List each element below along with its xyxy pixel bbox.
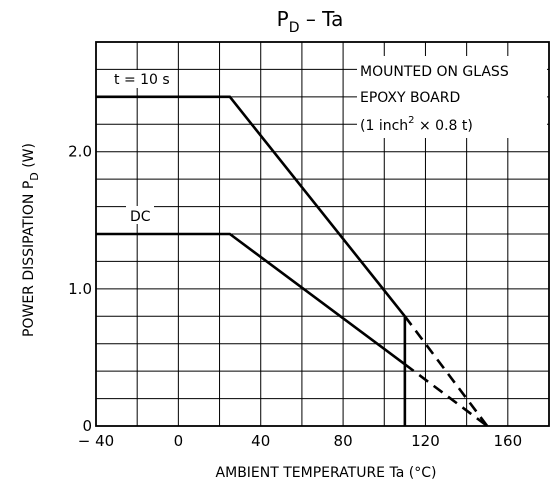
y-tick-label: 1.0: [68, 280, 92, 298]
x-tick-label: 0: [174, 432, 184, 450]
x-axis-label: AMBIENT TEMPERATURE Ta (°C): [216, 465, 437, 481]
x-tick-label: 120: [411, 432, 440, 450]
annotation-line-3: (1 inch2 × 0.8 t): [360, 115, 473, 134]
y-tick-label: 0: [82, 417, 92, 435]
series-label-bg-10s: [110, 70, 174, 88]
derating-extension-dc: [404, 363, 489, 428]
annotation-line-2: EPOXY BOARD: [360, 90, 460, 106]
x-tick-label: 80: [334, 432, 353, 450]
derating-extension-10s: [403, 315, 489, 427]
x-tick-label: 160: [493, 432, 522, 450]
annotation-line-1: MOUNTED ON GLASS: [360, 64, 509, 80]
y-tick-label: 2.0: [68, 143, 92, 161]
y-axis-label: POWER DISSIPATION PD (W): [21, 143, 41, 337]
annotation-background: [357, 56, 547, 138]
x-tick-label: 40: [251, 432, 270, 450]
series-group: [96, 95, 489, 428]
x-tick-label: − 40: [78, 432, 114, 450]
series-label-10s: t = 10 s: [114, 72, 170, 88]
series-line-10s: [96, 95, 406, 318]
series-label-bg-dc: [126, 206, 154, 224]
series-line-dc: [96, 232, 406, 366]
chart-title: PD – Ta: [277, 7, 344, 36]
series-label-dc: DC: [130, 209, 151, 225]
